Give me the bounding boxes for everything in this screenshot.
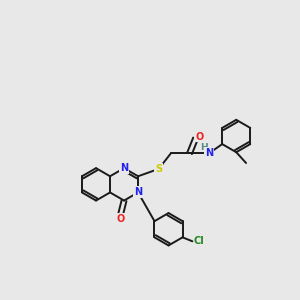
Text: O: O bbox=[195, 131, 204, 142]
Text: H: H bbox=[200, 143, 208, 152]
Text: O: O bbox=[116, 214, 124, 224]
Text: S: S bbox=[155, 164, 162, 174]
Text: N: N bbox=[205, 148, 213, 158]
Text: Cl: Cl bbox=[194, 236, 205, 246]
Text: N: N bbox=[134, 188, 142, 197]
Text: N: N bbox=[120, 163, 128, 173]
